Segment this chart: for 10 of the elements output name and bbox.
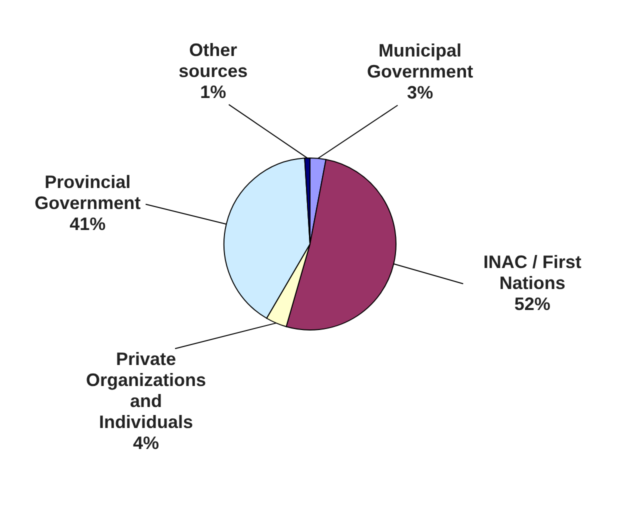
data-label: 4% xyxy=(132,433,159,454)
data-label: 1% xyxy=(200,82,226,102)
slice-label: Private Organizations and Individuals xyxy=(86,349,206,432)
slice-label: Provincial Government xyxy=(34,172,141,214)
slice-label: Municipal Government xyxy=(367,40,474,82)
slice-label: INAC / First Nations xyxy=(483,252,582,293)
data-label: 41% xyxy=(70,214,106,234)
data-label: 3% xyxy=(407,82,434,103)
slice-label: Other sources xyxy=(178,40,248,82)
data-label: 52% xyxy=(514,294,550,314)
